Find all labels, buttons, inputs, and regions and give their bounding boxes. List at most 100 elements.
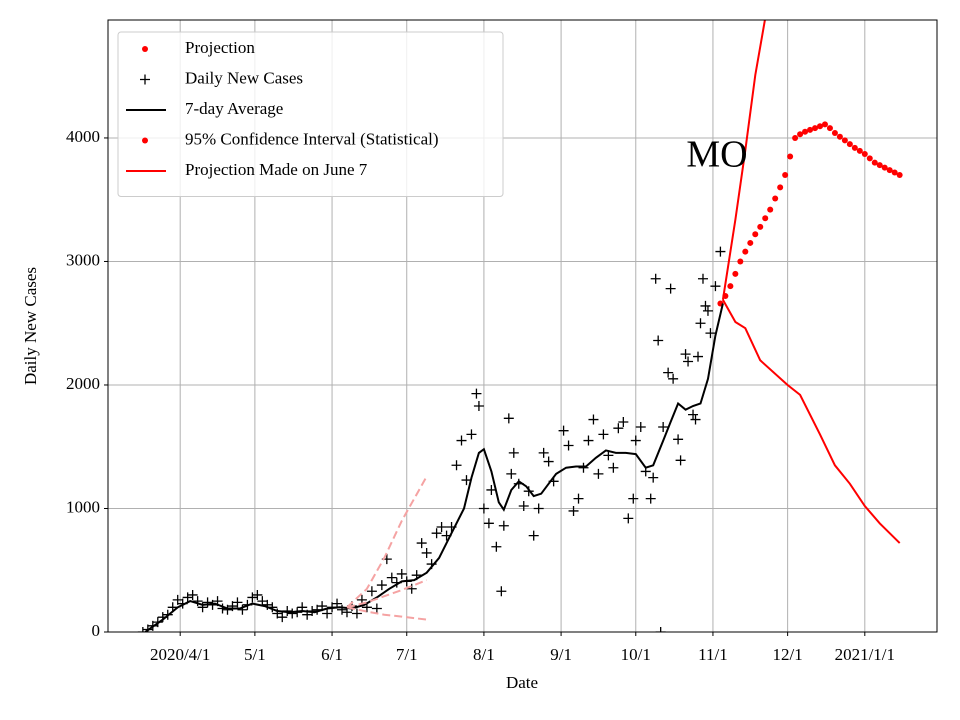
- point: [782, 172, 789, 179]
- point: [658, 421, 669, 432]
- point: [431, 528, 442, 539]
- point: [543, 456, 554, 467]
- point: [182, 592, 193, 603]
- point: [742, 248, 749, 255]
- point: [416, 538, 427, 549]
- point: [675, 455, 686, 466]
- point: [826, 125, 833, 132]
- series-line: [346, 579, 428, 609]
- x-tick-label: 11/1: [698, 645, 728, 664]
- point: [762, 215, 769, 222]
- point: [366, 586, 377, 597]
- point: [881, 164, 888, 171]
- point: [623, 513, 634, 524]
- point: [807, 126, 814, 133]
- point: [473, 400, 484, 411]
- point: [563, 440, 574, 451]
- point: [702, 305, 713, 316]
- point: [322, 608, 333, 619]
- y-tick-label: 3000: [66, 250, 100, 269]
- point: [578, 462, 589, 473]
- annotation: MO: [686, 134, 747, 176]
- y-tick-label: 0: [92, 621, 101, 640]
- point: [568, 505, 579, 516]
- point: [142, 137, 148, 144]
- x-tick-label: 12/1: [773, 645, 803, 664]
- point: [896, 172, 903, 179]
- point: [498, 520, 509, 531]
- x-tick-label: 5/1: [244, 645, 266, 664]
- series-line: [144, 303, 724, 632]
- point: [628, 493, 639, 504]
- point: [456, 435, 467, 446]
- legend-label: Projection: [185, 38, 255, 57]
- point: [650, 273, 661, 284]
- point: [187, 589, 198, 600]
- point: [683, 356, 694, 367]
- axes-frame: [107, 19, 938, 633]
- y-tick-label: 2000: [66, 374, 100, 393]
- point: [886, 167, 893, 174]
- point: [747, 239, 754, 246]
- point: [700, 300, 711, 311]
- legend-label: Projection Made on June 7: [185, 160, 368, 179]
- point: [608, 462, 619, 473]
- series-line: [722, 299, 901, 544]
- point: [371, 603, 382, 614]
- series-line: [346, 606, 427, 621]
- point: [871, 159, 878, 166]
- point: [856, 147, 863, 154]
- point: [757, 223, 764, 230]
- point: [436, 522, 447, 533]
- x-tick-label: 2020/4/1: [150, 645, 210, 664]
- point: [421, 547, 432, 558]
- point: [406, 583, 417, 594]
- x-tick-label: 10/1: [621, 645, 651, 664]
- point: [618, 417, 629, 428]
- legend: Projection Daily New Cases 7-day Average 95…: [117, 31, 504, 197]
- point: [573, 493, 584, 504]
- point: [655, 627, 666, 632]
- point: [142, 46, 148, 52]
- point: [496, 586, 507, 597]
- y-tick-label: 1000: [66, 497, 100, 516]
- point: [821, 121, 828, 128]
- point: [836, 133, 843, 140]
- point: [737, 258, 744, 265]
- point: [351, 608, 362, 619]
- point: [528, 530, 539, 541]
- point: [386, 572, 397, 583]
- point: [533, 503, 544, 514]
- point: [690, 414, 701, 425]
- point: [598, 429, 609, 440]
- x-tick-label: 2021/1/1: [835, 645, 895, 664]
- x-tick-label: 6/1: [321, 645, 343, 664]
- point: [772, 195, 779, 202]
- point: [697, 273, 708, 284]
- point: [648, 472, 659, 483]
- point: [777, 184, 784, 191]
- x-tick-label: 8/1: [473, 645, 495, 664]
- point: [846, 141, 853, 148]
- point: [503, 413, 514, 424]
- point: [732, 270, 739, 277]
- point: [861, 151, 868, 158]
- point: [483, 518, 494, 529]
- point: [287, 608, 298, 619]
- point: [558, 425, 569, 436]
- point: [645, 493, 656, 504]
- point: [866, 155, 873, 162]
- point: [695, 318, 706, 329]
- point: [653, 335, 664, 346]
- point: [491, 541, 502, 552]
- y-tick-label: 4000: [66, 127, 100, 146]
- point: [518, 501, 529, 512]
- x-tick-label: 7/1: [396, 645, 418, 664]
- point: [277, 612, 288, 623]
- point: [812, 125, 819, 132]
- point: [876, 162, 883, 169]
- point: [816, 123, 823, 130]
- point: [767, 206, 774, 213]
- point: [680, 349, 691, 360]
- point: [797, 131, 804, 138]
